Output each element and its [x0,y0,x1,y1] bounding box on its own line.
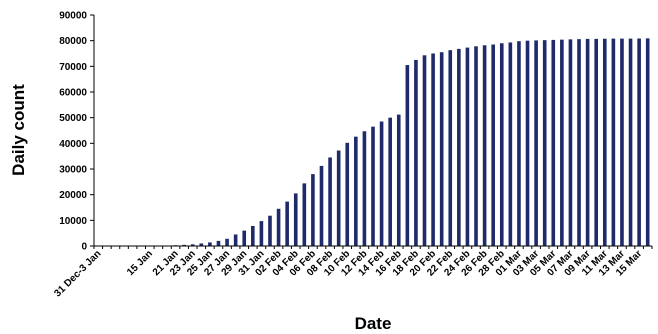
bar [379,121,384,246]
y-tick-label: 80000 [59,36,87,47]
bar [491,44,495,246]
bar [396,114,401,246]
bar [259,221,264,246]
y-tick-label: 50000 [59,113,87,124]
bar [560,39,564,246]
y-tick-label: 90000 [59,11,87,22]
bar [345,142,350,246]
bar [371,126,375,246]
bar [285,201,289,246]
bar [362,131,367,246]
bar [293,193,298,246]
y-axis-ticks: 0 10000 20000 30000 40000 50000 60000 70000 8000… [59,11,94,253]
bar [208,242,212,246]
bar [414,59,418,246]
bar [388,117,392,246]
bar [182,244,186,246]
y-tick-label: 70000 [59,62,87,73]
bar [585,38,590,247]
bar [225,238,229,246]
bar [431,53,435,246]
y-tick-label: 60000 [59,88,87,99]
bar [311,174,315,246]
bar [302,183,307,246]
bar [482,45,487,246]
bar [517,41,521,247]
x-tick-label: 15 Jan [125,248,155,278]
bar [637,38,641,246]
y-tick-label: 40000 [59,139,87,150]
bar [534,40,538,246]
bar [328,157,332,246]
x-axis-title: Date [355,314,392,333]
y-tick-label: 10000 [59,216,87,227]
bar [628,38,633,246]
y-tick-label: 0 [81,242,87,253]
bar [216,240,221,246]
bar [422,55,427,246]
bar [611,38,616,246]
bar [268,215,272,246]
y-tick-label: 20000 [59,190,87,201]
bar [199,243,204,246]
bar [568,39,573,246]
y-axis-title: Daily count [9,84,28,176]
bar [620,38,624,246]
bar [439,52,444,246]
bar [577,39,581,246]
bar [251,225,255,246]
bars [96,38,650,247]
bar [645,38,650,246]
bar [551,39,556,247]
bar [602,38,607,246]
bar [242,230,247,246]
y-tick-label: 30000 [59,165,87,176]
bar [319,165,324,246]
bar [457,48,461,246]
bar [190,244,195,246]
bar [594,38,599,247]
bar [336,150,341,246]
bar [465,47,470,246]
bar [525,40,530,246]
bar [542,40,547,247]
bar [474,46,478,247]
bar [508,42,513,247]
x-tick-label: 31 Dec-3 Jan [52,248,103,299]
bar [233,234,238,246]
bar [499,43,504,247]
bar [405,65,410,246]
bar [276,208,281,246]
bar [354,136,358,246]
bar [448,50,453,246]
